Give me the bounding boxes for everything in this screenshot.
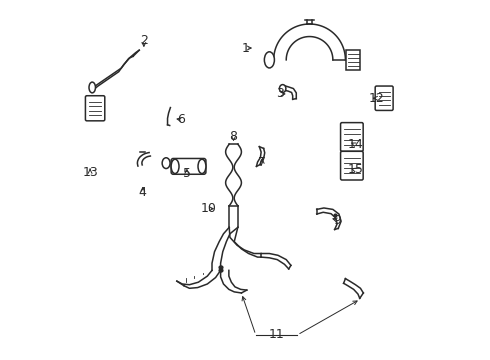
Text: 1: 1	[242, 41, 249, 54]
FancyBboxPatch shape	[375, 86, 393, 111]
Text: 11: 11	[269, 328, 284, 341]
Ellipse shape	[265, 52, 274, 68]
Text: 13: 13	[82, 166, 98, 179]
Text: 6: 6	[177, 113, 185, 126]
Ellipse shape	[171, 159, 179, 174]
Text: 15: 15	[347, 163, 364, 176]
Text: 8: 8	[229, 130, 238, 143]
Text: 12: 12	[369, 92, 385, 105]
Text: 5: 5	[183, 167, 191, 180]
Text: 3: 3	[276, 87, 284, 100]
Text: 2: 2	[140, 34, 148, 48]
Ellipse shape	[279, 85, 286, 93]
Ellipse shape	[198, 159, 206, 174]
Bar	[346, 50, 360, 70]
Text: 9: 9	[334, 214, 342, 227]
Ellipse shape	[162, 158, 170, 168]
Text: 10: 10	[200, 202, 217, 215]
FancyBboxPatch shape	[341, 151, 363, 180]
Text: 7: 7	[258, 156, 266, 169]
Ellipse shape	[89, 82, 96, 93]
FancyBboxPatch shape	[171, 158, 206, 174]
Text: 4: 4	[139, 186, 147, 199]
Text: 14: 14	[347, 138, 363, 151]
FancyBboxPatch shape	[85, 96, 105, 121]
FancyBboxPatch shape	[341, 123, 363, 151]
